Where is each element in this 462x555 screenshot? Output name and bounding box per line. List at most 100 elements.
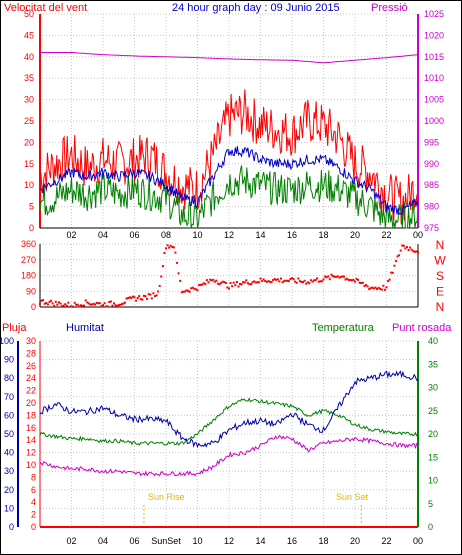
climate-x-tick-label: 04 [98, 536, 108, 546]
rain-tick-label: 6 [31, 485, 36, 495]
direction-point [415, 250, 418, 253]
temperature-tick-label: 5 [428, 499, 433, 509]
direction-point [68, 305, 71, 308]
direction-point [185, 289, 188, 292]
direction-point [183, 290, 186, 293]
direction-point [117, 304, 120, 307]
pressure-series-line [40, 52, 419, 64]
rain-tick-label: 12 [26, 448, 36, 458]
wind-left-tick-label: 20 [24, 137, 34, 147]
direction-point [131, 295, 134, 298]
direction-point [401, 244, 404, 247]
wind-left-tick-label: 0 [29, 223, 34, 233]
direction-point [314, 279, 317, 281]
direction-point [80, 304, 82, 307]
low-series-line [39, 165, 419, 229]
direction-point [264, 280, 267, 282]
climate-x-tick-label: 14 [255, 536, 265, 546]
compass-letter: N [436, 238, 445, 252]
direction-point [57, 301, 60, 304]
direction-point [56, 303, 59, 306]
rain-tick-label: 16 [26, 423, 36, 433]
direction-point [163, 252, 166, 254]
direction-point [139, 298, 142, 301]
rain-tick-label: 24 [26, 373, 36, 383]
direction-point [284, 279, 287, 282]
direction-point [138, 295, 141, 298]
direction-point [81, 304, 84, 307]
direction-point [221, 280, 224, 283]
direction-point [292, 278, 295, 281]
pressure-right-tick-label: 975 [424, 223, 439, 233]
direction-point [213, 280, 216, 283]
pressure-right-tick-label: 980 [424, 202, 439, 212]
direction-point [95, 301, 98, 304]
direction-point [324, 275, 327, 278]
direction-point [294, 280, 297, 283]
direction-point [147, 293, 150, 296]
direction-point [388, 278, 391, 281]
direction-point [224, 282, 227, 284]
direction-point [322, 278, 325, 281]
humidity-tick-label: 30 [4, 466, 14, 476]
direction-point [171, 246, 174, 248]
wind-x-tick-label: 06 [129, 230, 139, 240]
direction-point [398, 254, 401, 257]
direction-point [354, 280, 356, 283]
climate-x-tick-label: 12 [224, 536, 234, 546]
direction-point [128, 296, 131, 299]
direction-point [278, 280, 281, 283]
humidity-label: Humitat [66, 322, 104, 334]
climate-x-tick-label: 00 [413, 536, 423, 546]
direction-point [245, 279, 248, 282]
direction-point [395, 260, 397, 263]
direction-point [317, 280, 320, 283]
direction-point [43, 302, 46, 305]
direction-point [303, 279, 306, 282]
direction-point [276, 278, 279, 281]
direction-point [103, 302, 106, 305]
rain-tick-label: 2 [31, 510, 36, 520]
direction-point [130, 297, 133, 299]
direction-point [218, 283, 221, 286]
wind-left-tick-label: 25 [24, 116, 34, 126]
pressure-right-tick-label: 1000 [424, 116, 444, 126]
pressure-right-tick-label: 985 [424, 180, 439, 190]
direction-point [97, 302, 100, 305]
direction-point [270, 281, 273, 284]
direction-point [339, 276, 342, 279]
humidity-tick-label: 20 [4, 485, 14, 495]
direction-point [235, 281, 238, 283]
sun-rise-label: Sun Rise [148, 492, 185, 502]
direction-point [98, 302, 101, 305]
direction-point [396, 255, 399, 258]
direction-point [412, 250, 415, 253]
direction-point [335, 275, 338, 278]
rain-tick-label: 28 [26, 348, 36, 358]
direction-point [64, 303, 67, 306]
direction-point [316, 277, 319, 280]
wind-x-tick-label: 20 [350, 230, 360, 240]
direction-point [325, 276, 328, 279]
direction-point [168, 246, 171, 249]
compass-letter: N [436, 300, 445, 314]
direction-point [48, 300, 51, 303]
direction-point [109, 300, 112, 303]
direction-point [295, 281, 298, 284]
direction-point [330, 273, 333, 276]
direction-point [253, 280, 256, 283]
direction-point [343, 275, 345, 278]
direction-point [357, 278, 360, 281]
direction-point [363, 285, 366, 287]
direction-point [42, 299, 45, 302]
direction-point [61, 305, 63, 308]
direction-point [198, 284, 201, 287]
direction-point [380, 288, 383, 291]
direction-point [232, 281, 235, 284]
climate-x-tick-label: 18 [318, 536, 328, 546]
climate-x-tick-label: 16 [287, 536, 297, 546]
gust-series-line [39, 89, 419, 225]
rain-tick-label: 22 [26, 386, 36, 396]
direction-point [188, 290, 191, 293]
compass-letter: W [434, 254, 446, 268]
